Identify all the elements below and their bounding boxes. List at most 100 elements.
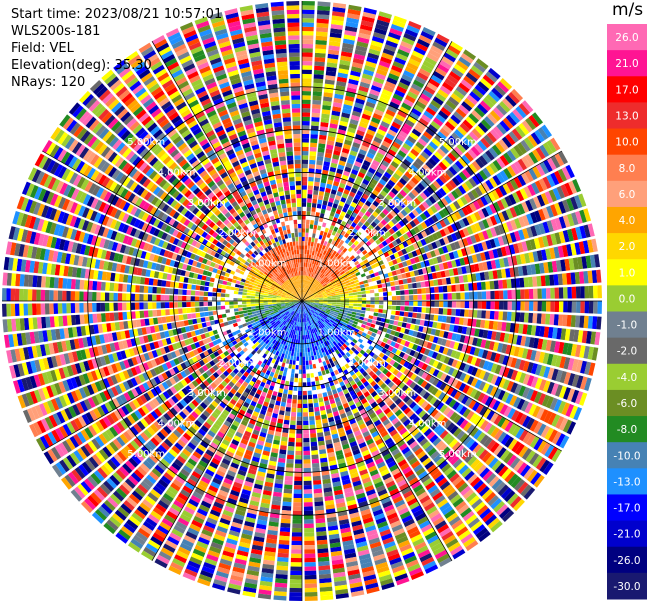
- ray-gate: [314, 264, 318, 270]
- ray-gate: [436, 148, 447, 158]
- ray-gate: [291, 347, 295, 352]
- ray-gate: [332, 6, 346, 13]
- ray-gate: [308, 280, 311, 286]
- ray-gate: [329, 36, 342, 43]
- ray-gate: [350, 243, 357, 249]
- ray-gate: [433, 202, 442, 212]
- ray-gate: [537, 288, 542, 299]
- ray-gate: [302, 202, 307, 207]
- ray-gate: [383, 84, 395, 93]
- ray-gate: [389, 319, 395, 325]
- ray-gate: [451, 132, 462, 142]
- ray-gate: [481, 181, 491, 193]
- ray-gate: [317, 5, 331, 11]
- ray-gate: [304, 519, 314, 524]
- ray-gate: [384, 44, 397, 53]
- ray-gate: [306, 219, 310, 225]
- ray-gate: [325, 148, 333, 154]
- ray-gate: [520, 301, 525, 311]
- ray-gate: [299, 356, 302, 361]
- ray-gate: [327, 269, 333, 274]
- ray-gate: [284, 415, 290, 421]
- ray-gate: [438, 187, 447, 197]
- ray-gate: [448, 179, 457, 189]
- ray-gate: [435, 177, 445, 187]
- ray-gate: [372, 211, 379, 218]
- ray-gate: [381, 140, 391, 149]
- ray-gate: [499, 78, 513, 90]
- ray-gate: [354, 49, 367, 57]
- ray-gate: [327, 262, 332, 268]
- ray-gate: [302, 369, 306, 374]
- ray-gate: [440, 106, 452, 117]
- ray-gate: [396, 301, 401, 306]
- ray-gate: [302, 258, 304, 263]
- ray-gate: [435, 164, 445, 174]
- ray-gate: [381, 226, 388, 233]
- ray-gate: [281, 362, 286, 368]
- ray-gate: [292, 360, 296, 365]
- ray-gate: [404, 289, 409, 295]
- ray-gate: [309, 263, 312, 268]
- ray-gate: [411, 128, 422, 137]
- ray-gate: [331, 274, 337, 279]
- ray-gate: [534, 129, 545, 143]
- ray-gate: [432, 117, 444, 127]
- ray-gate: [351, 221, 357, 228]
- ray-gate: [309, 416, 315, 421]
- ray-gate: [458, 104, 470, 115]
- ray-gate: [305, 284, 308, 289]
- ray-gate: [315, 48, 327, 54]
- ray-gate: [331, 295, 337, 298]
- ray-gate: [338, 214, 345, 221]
- ray-gate: [304, 536, 315, 541]
- ray-gate: [304, 335, 307, 340]
- ray-gate: [302, 82, 312, 87]
- ray-gate: [319, 212, 325, 218]
- ray-gate: [460, 292, 465, 300]
- ray-gate: [411, 188, 419, 197]
- ray-gate: [495, 104, 508, 116]
- ray-gate: [348, 78, 359, 86]
- ray-gate: [353, 218, 360, 225]
- ray-gate: [491, 144, 502, 156]
- ray-gate: [470, 146, 481, 157]
- ray-gate: [415, 157, 425, 167]
- ray-gate: [322, 165, 330, 171]
- ray-gate: [454, 276, 460, 284]
- ray-gate: [294, 463, 302, 469]
- ray-gate: [412, 217, 420, 226]
- ray-gate: [375, 152, 385, 160]
- ray-gate: [369, 89, 380, 97]
- ray-gate: [332, 216, 338, 223]
- ray-gate: [339, 59, 351, 66]
- ray-gate: [439, 59, 452, 70]
- ray-gate: [321, 204, 327, 210]
- ray-gate: [494, 290, 500, 300]
- ray-gate: [358, 211, 365, 218]
- ray-gate: [558, 287, 564, 299]
- ray-gate: [348, 292, 354, 296]
- ray-gate: [355, 263, 362, 269]
- ray-gate: [496, 123, 507, 135]
- ray-gate: [494, 301, 500, 310]
- ray-gate: [311, 272, 314, 278]
- ray-gate: [344, 293, 349, 297]
- ray-gate: [284, 475, 293, 481]
- ray-gate: [468, 163, 478, 174]
- ray-gate: [319, 243, 323, 249]
- ray-gate: [304, 592, 318, 597]
- ray-gate: [335, 232, 340, 238]
- ray-gate: [363, 258, 369, 264]
- ray-gate: [344, 166, 352, 173]
- ray-gate: [332, 2, 347, 9]
- ray-gate: [335, 294, 341, 298]
- ray-gate: [378, 243, 385, 249]
- ray-gate: [292, 506, 302, 511]
- ray-gate: [396, 133, 406, 142]
- ray-gate: [471, 175, 481, 185]
- ray-gate: [335, 195, 341, 201]
- ray-gate: [306, 275, 309, 281]
- ray-gate: [302, 193, 307, 199]
- ray-gate: [536, 275, 542, 287]
